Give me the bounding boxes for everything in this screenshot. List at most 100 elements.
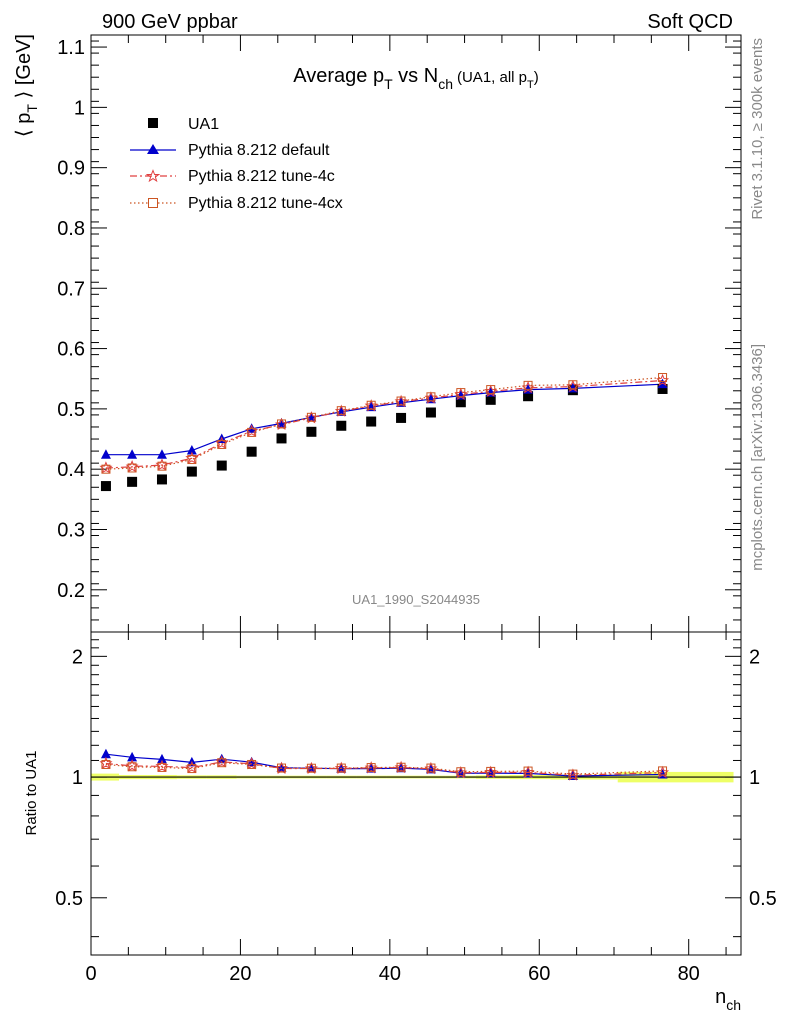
ratio-default-point [156,753,167,764]
ratio-tune4cx-point [336,763,346,773]
plot-title: Average pT vs Nch (UA1, all pT) [293,65,539,92]
tune4cx-point [523,380,533,390]
ua1-point [396,412,407,423]
legend-label-tune4c: Pythia 8.212 tune-4c [188,168,335,185]
ratio-y-axis-label: Ratio to UA1 [23,750,40,835]
ua1-point [366,416,377,427]
tune4cx-point [426,392,436,402]
tune4cx-point [396,396,406,406]
tune4cx-point [187,455,197,465]
ratio-y-tick-label: 2 [72,646,83,668]
tune4cx-point [658,373,668,383]
ua1-point [156,474,167,485]
legend-label-tune4cx: Pythia 8.212 tune-4cx [188,195,343,212]
header-left: 900 GeV ppbar [102,11,238,33]
ua1-point [425,407,436,418]
ua1-point [186,466,197,477]
x-tick-label: 20 [229,963,251,985]
series-points [99,373,670,492]
x-tick-label: 40 [379,963,401,985]
ua1-point [276,433,287,444]
ratio-tune4cx-point [101,759,111,769]
ratio-line [105,762,663,775]
ratio-tune4cx-point [426,763,436,773]
tune4cx-point [486,385,496,395]
ratio-y-tick-label: 1 [72,767,83,789]
ratio-tune4cx-point [277,763,287,773]
ratio-y-tick-label-right: 1 [749,767,760,789]
tune4cx-point [157,461,167,471]
ratio-y-tick-label-right: 2 [749,646,760,668]
series-line-triangle-solid [105,383,663,456]
ua1-point [336,420,347,431]
ratio-tune4cx-point [247,759,257,769]
x-tick-label: 0 [85,963,96,985]
y-tick-label: 0.9 [57,158,85,180]
default-point [127,449,138,459]
ratio-y-tick-label-right: 0.5 [749,888,777,910]
ua1-point [657,383,668,394]
ratio-tune4cx-point [217,758,227,768]
mcplots-label: mcplots.cern.ch [arXiv:1306.3436] [749,344,766,571]
tune4cx-point [127,463,137,473]
main-ticks: 0.2 0.3 0.4 0.5 0.6 0.7 0.8 0.9 1 1.1 [57,35,741,633]
legend-label-default: Pythia 8.212 default [188,142,330,159]
ratio-tune4cx-point [157,762,167,772]
ua1-point [455,397,466,408]
ratio-tune4cx-point [523,766,533,776]
legend: UA1 Pythia 8.212 default Pythia 8.212 tu… [130,116,343,212]
y-tick-label: 1 [74,97,85,119]
legend-marker-tune4cx [148,198,158,208]
ratio-default-point [127,751,138,762]
header-right: Soft QCD [647,11,733,33]
ua1-point [523,391,534,402]
tune4cx-point [217,439,227,449]
series-line-star-dashdot [105,379,663,469]
main-panel: 0.2 0.3 0.4 0.5 0.6 0.7 0.8 0.9 1 1.1 Average pT … [13,34,742,633]
y-tick-label: 0.8 [57,218,85,240]
legend-marker-tune4c [145,169,161,183]
default-point [186,444,197,455]
analysis-id: UA1_1990_S2044935 [352,592,480,607]
ratio-y-tick-label: 0.5 [55,888,83,910]
rivet-label: Rivet 3.1.10, ≥ 300k events [749,38,766,220]
default-point [156,449,167,459]
ratio-tune4cx-point [486,766,496,776]
y-tick-label: 0.2 [57,580,85,602]
y-tick-label: 1.1 [57,37,85,59]
ratio-tune4cx-point [456,767,466,777]
ratio-tune4cx-point [187,764,197,774]
ratio-tune4cx-point [127,762,137,772]
ua1-point [216,460,227,471]
x-axis-label: nch [715,986,741,1013]
ua1-point [485,394,496,405]
tune4cx-point [101,464,111,474]
tune4cx-point [456,388,466,398]
ratio-panel: 0.5 0.51 12 20 20 40 60 80 Ratio to UA1 nch [23,631,777,1013]
tune4cx-point [277,419,287,429]
ua1-point [100,481,111,492]
tune4cx-point [306,412,316,422]
ua1-point [127,476,138,487]
tune4cx-point [336,406,346,416]
y-tick-label: 0.4 [57,459,85,481]
default-point [100,449,111,459]
ratio-tune4cx-point [396,762,406,772]
ratio-tune4cx-point [568,769,578,779]
y-tick-label: 0.6 [57,339,85,361]
y-tick-label: 0.3 [57,519,85,541]
ratio-tune4cx-point [306,763,316,773]
tune4cx-point [366,400,376,410]
ratio-tune4cx-point [658,766,668,776]
y-axis-label: ⟨ pT ⟩ [GeV] [13,34,40,137]
ratio-tune4cx-point [366,763,376,773]
legend-marker-ua1 [148,118,158,128]
ua1-point [306,426,317,437]
legend-label-ua1: UA1 [188,116,219,133]
legend-marker-default [147,144,159,154]
ratio-lines [99,748,670,781]
ua1-point [246,446,257,457]
tune4cx-point [568,380,578,390]
x-tick-label: 60 [528,963,550,985]
